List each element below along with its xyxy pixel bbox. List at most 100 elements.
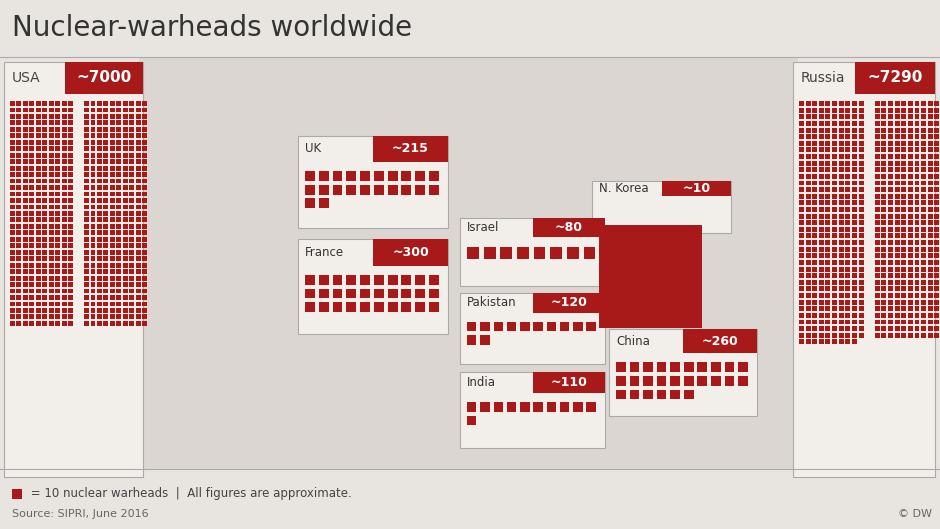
Bar — [882, 207, 886, 212]
Bar — [799, 240, 804, 245]
Bar — [42, 314, 47, 320]
Bar — [23, 237, 28, 242]
Bar — [928, 253, 932, 258]
Bar — [123, 166, 128, 170]
Bar — [103, 147, 108, 151]
Bar — [819, 127, 823, 132]
Bar — [123, 321, 128, 326]
Bar — [825, 127, 830, 132]
Bar — [62, 101, 67, 106]
Bar — [901, 247, 906, 252]
Bar — [103, 205, 108, 209]
Bar — [908, 187, 913, 192]
Bar — [135, 224, 141, 229]
Bar — [858, 187, 864, 192]
Bar — [117, 205, 121, 209]
Bar — [69, 133, 73, 138]
Bar — [401, 288, 412, 298]
Bar — [921, 174, 926, 179]
Bar — [806, 108, 810, 113]
Bar — [23, 140, 28, 145]
Bar — [852, 108, 857, 113]
Bar — [117, 198, 121, 203]
Bar — [711, 362, 721, 372]
Bar — [825, 154, 830, 159]
Bar — [812, 280, 817, 285]
Bar — [10, 269, 15, 274]
Bar — [97, 269, 102, 274]
Bar — [858, 207, 864, 212]
Bar — [799, 280, 804, 285]
Bar — [110, 243, 115, 248]
Text: Source: SIPRI, June 2016: Source: SIPRI, June 2016 — [12, 509, 149, 519]
Bar — [84, 205, 89, 209]
Bar — [29, 107, 34, 112]
Bar — [401, 171, 412, 181]
Bar — [908, 127, 913, 132]
Bar — [17, 243, 22, 248]
Bar — [928, 167, 932, 172]
Bar — [117, 179, 121, 184]
Bar — [895, 267, 900, 271]
Bar — [875, 300, 880, 305]
Bar — [845, 134, 851, 139]
Bar — [838, 114, 844, 119]
Bar — [812, 333, 817, 338]
Bar — [934, 187, 939, 192]
Bar — [142, 159, 148, 164]
Bar — [908, 101, 913, 106]
Bar — [65, 62, 143, 94]
Bar — [69, 250, 73, 254]
Bar — [832, 233, 837, 239]
Bar — [42, 191, 47, 196]
Bar — [799, 306, 804, 311]
Bar — [90, 114, 95, 119]
Bar — [429, 288, 439, 298]
Bar — [17, 133, 22, 138]
Bar — [29, 127, 34, 132]
Bar — [901, 187, 906, 192]
Bar — [84, 191, 89, 196]
Bar — [49, 127, 54, 132]
Bar — [10, 250, 15, 254]
Bar — [921, 326, 926, 331]
Bar — [62, 114, 67, 119]
Bar — [819, 134, 823, 139]
Bar — [832, 174, 837, 179]
Bar — [55, 269, 60, 274]
Bar — [934, 240, 939, 245]
Bar — [882, 326, 886, 331]
Bar — [298, 136, 448, 228]
Bar — [934, 167, 939, 172]
Bar — [858, 326, 864, 331]
Bar — [97, 166, 102, 170]
Bar — [10, 224, 15, 229]
Bar — [117, 269, 121, 274]
Bar — [858, 287, 864, 291]
Bar — [934, 207, 939, 212]
Bar — [69, 217, 73, 222]
Bar — [62, 276, 67, 280]
Bar — [533, 322, 542, 332]
Bar — [852, 121, 857, 126]
Bar — [812, 267, 817, 271]
Bar — [616, 362, 626, 372]
Text: ~7290: ~7290 — [868, 70, 923, 86]
Bar — [908, 247, 913, 252]
Bar — [319, 288, 329, 298]
Bar — [49, 191, 54, 196]
Bar — [90, 282, 95, 287]
Bar — [42, 231, 47, 235]
Bar — [42, 263, 47, 268]
Bar — [401, 302, 412, 312]
Bar — [97, 172, 102, 177]
Bar — [928, 326, 932, 331]
Bar — [888, 148, 893, 152]
Bar — [110, 217, 115, 222]
Bar — [875, 207, 880, 212]
Bar — [84, 289, 89, 294]
Bar — [852, 253, 857, 258]
Bar — [62, 133, 67, 138]
Bar — [934, 326, 939, 331]
Bar — [845, 306, 851, 311]
